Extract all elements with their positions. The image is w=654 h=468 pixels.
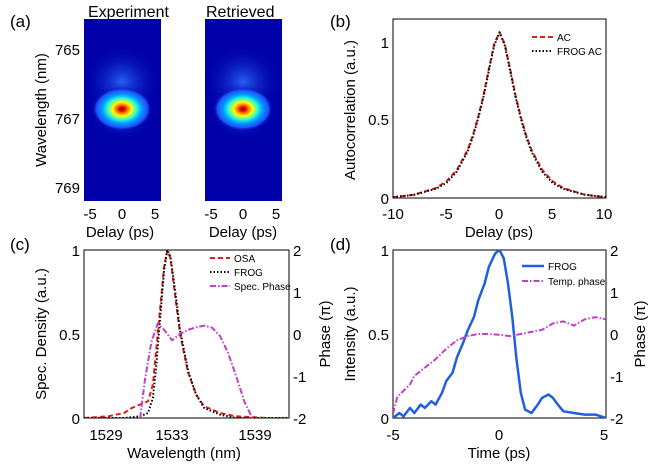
panel-a-label: (a) [10, 12, 31, 31]
axis-a2-xlabel: Delay (ps) [209, 224, 277, 241]
series-d-frog [393, 250, 606, 418]
axis-d-xlabel: Time (ps) [468, 445, 531, 462]
tick-d-y-0: 0 [381, 411, 389, 428]
legend-b: AC FROG AC [532, 33, 602, 58]
tick-c-y-0.5: 0.5 [59, 327, 80, 344]
legend-d-frog-label: FROG [548, 262, 577, 273]
tick-c-x-1533: 1533 [155, 427, 188, 444]
axis-c-y2label: Phase (π) [317, 300, 334, 367]
series-c-frog [84, 250, 289, 418]
axis-c-ylabel: Spec. Density (a.u.) [33, 268, 50, 400]
series-c-spec-phase [139, 322, 254, 418]
heatmap-experiment-peak [92, 87, 152, 131]
axis-d-y2label: Phase (π) [632, 300, 649, 367]
tick-a-y-765: 765 [55, 42, 80, 59]
tick-d-y-0.5: 0.5 [368, 327, 389, 344]
tick-d-y2-2: 2 [610, 243, 618, 260]
series-d-temp-phase [393, 316, 606, 415]
axes-b-frame [392, 18, 607, 199]
heatmap-retrieved [205, 19, 282, 201]
legend-d-phase-label: Temp. phase [548, 277, 606, 288]
legend-c: OSA FROG Spec. Phase [210, 254, 291, 293]
tick-c-x-1539: 1539 [238, 427, 271, 444]
tick-d-y2-minus2: -2 [610, 411, 623, 428]
legend-d: FROG Temp. phase [522, 262, 606, 288]
legend-c-osa-label: OSA [234, 254, 255, 265]
tick-c-x-1529: 1529 [89, 427, 122, 444]
tick-a-y-769: 769 [55, 180, 80, 197]
tick-d-y2-minus1: -1 [610, 369, 623, 386]
axis-b-xlabel: Delay (ps) [465, 224, 533, 241]
tick-b-y-0: 0 [381, 191, 389, 208]
tick-a2-x-0: 0 [239, 206, 247, 223]
legend-b-ac-label: AC [557, 33, 571, 44]
tick-b-x-5: 5 [548, 206, 556, 223]
tick-b-y-1: 1 [381, 35, 389, 52]
axis-c-xlabel: Wavelength (nm) [127, 445, 241, 462]
heatmap-experiment [84, 19, 161, 201]
tick-c-y-0: 0 [72, 411, 80, 428]
panel-c-label: (c) [10, 235, 30, 254]
tick-a2-x-5: 5 [272, 206, 280, 223]
panel-c: (c) 0 0.5 1 Spec. Density (a.u.) 2 1 0 -… [10, 235, 334, 462]
tick-a1-x-5: 5 [151, 206, 159, 223]
series-b-frog-ac [393, 31, 606, 198]
tick-d-x-5: 5 [600, 427, 608, 444]
tick-d-y2-0: 0 [610, 327, 618, 344]
legend-c-frog-label: FROG [234, 268, 263, 279]
tick-b-x-10: 10 [596, 206, 613, 223]
tick-d-x-minus5: -5 [386, 427, 399, 444]
tick-c-y2-0: 0 [293, 327, 301, 344]
panel-d: (d) 0 0.5 1 Intensity (a.u.) 2 1 0 -1 -2… [330, 235, 649, 462]
heatmap-retrieved-peak [213, 87, 273, 131]
tick-c-y2-2: 2 [293, 243, 301, 260]
tick-d-y2-1: 1 [610, 285, 618, 302]
tick-a2-x-minus5: -5 [204, 206, 217, 223]
legend-b-frogac-label: FROG AC [557, 47, 602, 58]
heatmap-title-retrieved: Retrieved [206, 4, 274, 21]
tick-c-y2-minus2: -2 [293, 411, 306, 428]
tick-a1-x-0: 0 [118, 206, 126, 223]
panel-d-label: (d) [330, 235, 351, 254]
panel-a: (a) Experiment Retrieved 765 767 769 Wav… [10, 4, 282, 241]
panel-b-label: (b) [330, 12, 351, 31]
tick-b-y-0.5: 0.5 [368, 112, 389, 129]
series-c-osa [84, 250, 289, 418]
legend-c-phase-label: Spec. Phase [234, 282, 291, 293]
tick-a1-x-minus5: -5 [83, 206, 96, 223]
axis-b-ylabel: Autocorrelation (a.u.) [342, 40, 359, 180]
plot-d-series [393, 250, 606, 418]
axis-d-ylabel: Intensity (a.u.) [342, 286, 359, 381]
tick-c-y-1: 1 [72, 243, 80, 260]
tick-b-x-minus5: -5 [439, 206, 452, 223]
plot-c-series [84, 250, 289, 418]
panel-b: (b) 0 0.5 1 Autocorrelation (a.u.) -10 -… [330, 12, 612, 241]
axis-a1-xlabel: Delay (ps) [86, 224, 154, 241]
heatmap-title-experiment: Experiment [88, 4, 169, 21]
axes-c-frame [83, 249, 290, 419]
axis-a-ylabel: Wavelength (nm) [33, 53, 50, 167]
plot-b-series [393, 31, 606, 198]
tick-c-y2-1: 1 [293, 285, 301, 302]
tick-b-x-minus10: -10 [382, 206, 404, 223]
tick-c-y2-minus1: -1 [293, 369, 306, 386]
tick-d-x-0: 0 [495, 427, 503, 444]
tick-d-y-1: 1 [381, 243, 389, 260]
tick-a-y-767: 767 [55, 111, 80, 128]
tick-b-x-0: 0 [495, 206, 503, 223]
